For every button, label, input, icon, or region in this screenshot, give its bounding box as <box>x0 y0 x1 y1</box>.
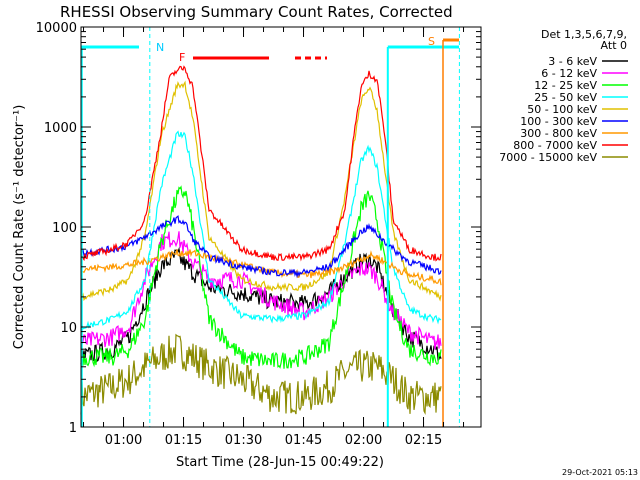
x-tick-label: 02:00 <box>345 433 382 448</box>
annotation-N: N <box>156 41 164 54</box>
annotation-S: S <box>428 35 435 48</box>
x-tick-label: 01:45 <box>285 433 322 448</box>
legend-label: 800 - 7000 keV <box>513 139 597 152</box>
legend-label: 12 - 25 keV <box>534 79 597 92</box>
legend-label: 25 - 50 keV <box>534 91 597 104</box>
x-axis: 01:00 01:15 01:30 01:45 02:00 02:15 <box>83 27 465 448</box>
x-tick-label: 01:00 <box>105 433 142 448</box>
chart-title: RHESSI Observing Summary Count Rates, Co… <box>60 3 453 21</box>
x-tick-label: 01:30 <box>225 433 262 448</box>
y-axis: 1 10 100 1000 10000 <box>36 21 481 436</box>
series-layer <box>80 65 442 416</box>
overlay-layer <box>81 27 460 427</box>
annotation-F: F <box>179 51 185 64</box>
series-line-7000-15000kev <box>80 333 442 416</box>
legend-label: 6 - 12 keV <box>541 67 597 80</box>
series-line-25-50kev <box>80 130 442 330</box>
x-tick-label: 02:15 <box>405 433 442 448</box>
y-tick-label: 10000 <box>36 21 77 36</box>
legend-header: Att 0 <box>601 39 627 52</box>
y-tick-label: 100 <box>52 221 77 236</box>
legend-label: 100 - 300 keV <box>520 115 597 128</box>
y-tick-label: 1 <box>69 421 77 436</box>
timestamp: 29-Oct-2021 05:13 <box>562 468 638 477</box>
series-line-100-300kev <box>80 215 442 279</box>
legend-label: 50 - 100 keV <box>527 103 597 116</box>
legend-label: 3 - 6 keV <box>548 55 597 68</box>
legend-header: Det 1,3,5,6,7,9, <box>541 28 627 41</box>
legend-label: 300 - 800 keV <box>520 127 597 140</box>
series-line-50-100kev <box>81 80 442 302</box>
series-line-800-7000kev <box>80 65 442 262</box>
y-tick-label: 1000 <box>44 121 77 136</box>
series-line-12-25kev <box>80 185 442 369</box>
x-axis-label: Start Time (28-Jun-15 00:49:22) <box>176 455 384 470</box>
legend-label: 7000 - 15000 keV <box>499 151 597 164</box>
x-tick-label: 01:15 <box>165 433 202 448</box>
y-tick-label: 10 <box>60 321 77 336</box>
y-axis-label: Corrected Count Rate (s⁻¹ detector⁻¹) <box>12 105 27 350</box>
